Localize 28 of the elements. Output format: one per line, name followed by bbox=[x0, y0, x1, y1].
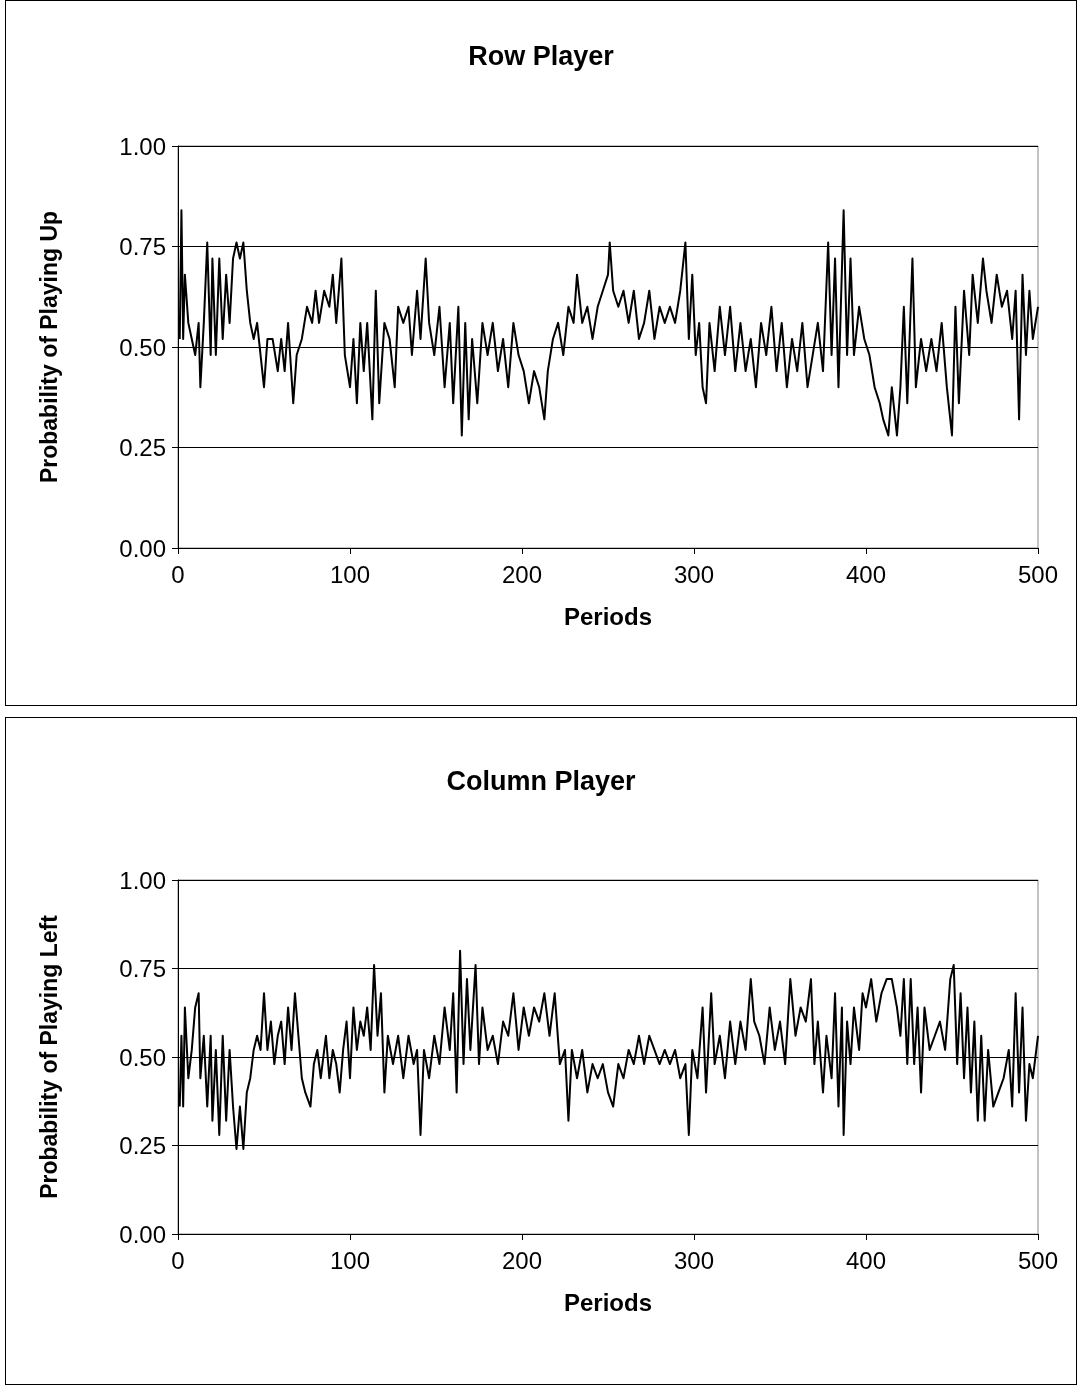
y-tick-label: 0.50 bbox=[119, 333, 166, 361]
x-tick-label: 300 bbox=[673, 1246, 715, 1274]
x-tick-label: 100 bbox=[329, 560, 371, 588]
y-tick-label: 1.00 bbox=[119, 866, 166, 894]
y-tick-label: 0.75 bbox=[119, 233, 166, 260]
y-tick-label: 0.00 bbox=[119, 1220, 166, 1248]
x-tick-label: 300 bbox=[673, 560, 715, 588]
y-axis-title: Probability of Playing Up bbox=[35, 210, 62, 484]
x-tick-label: 0 bbox=[171, 560, 185, 588]
y-tick-label: 1.00 bbox=[119, 132, 166, 160]
y-tick-label: 0.00 bbox=[119, 534, 166, 562]
y-tick-label: 0.75 bbox=[119, 955, 166, 982]
x-tick-label: 100 bbox=[329, 1246, 371, 1274]
chart-title: Column Player bbox=[446, 765, 637, 796]
y-axis-title: Probability of Playing Left bbox=[35, 914, 62, 1199]
y-tick-label: 0.25 bbox=[119, 434, 166, 461]
x-tick-label: 400 bbox=[845, 1246, 887, 1274]
y-tick-label: 0.25 bbox=[119, 1132, 166, 1159]
x-axis-title: Periods bbox=[563, 1288, 653, 1316]
x-tick-label: 0 bbox=[171, 1246, 185, 1274]
x-tick-label: 200 bbox=[501, 1246, 543, 1274]
x-tick-label: 200 bbox=[501, 560, 543, 588]
x-axis-title: Periods bbox=[563, 602, 653, 630]
x-tick-label: 500 bbox=[1017, 1246, 1059, 1274]
y-tick-label: 0.50 bbox=[119, 1043, 166, 1071]
x-tick-label: 400 bbox=[845, 560, 887, 588]
x-tick-label: 500 bbox=[1017, 560, 1059, 588]
chart-title: Row Player bbox=[468, 40, 615, 71]
